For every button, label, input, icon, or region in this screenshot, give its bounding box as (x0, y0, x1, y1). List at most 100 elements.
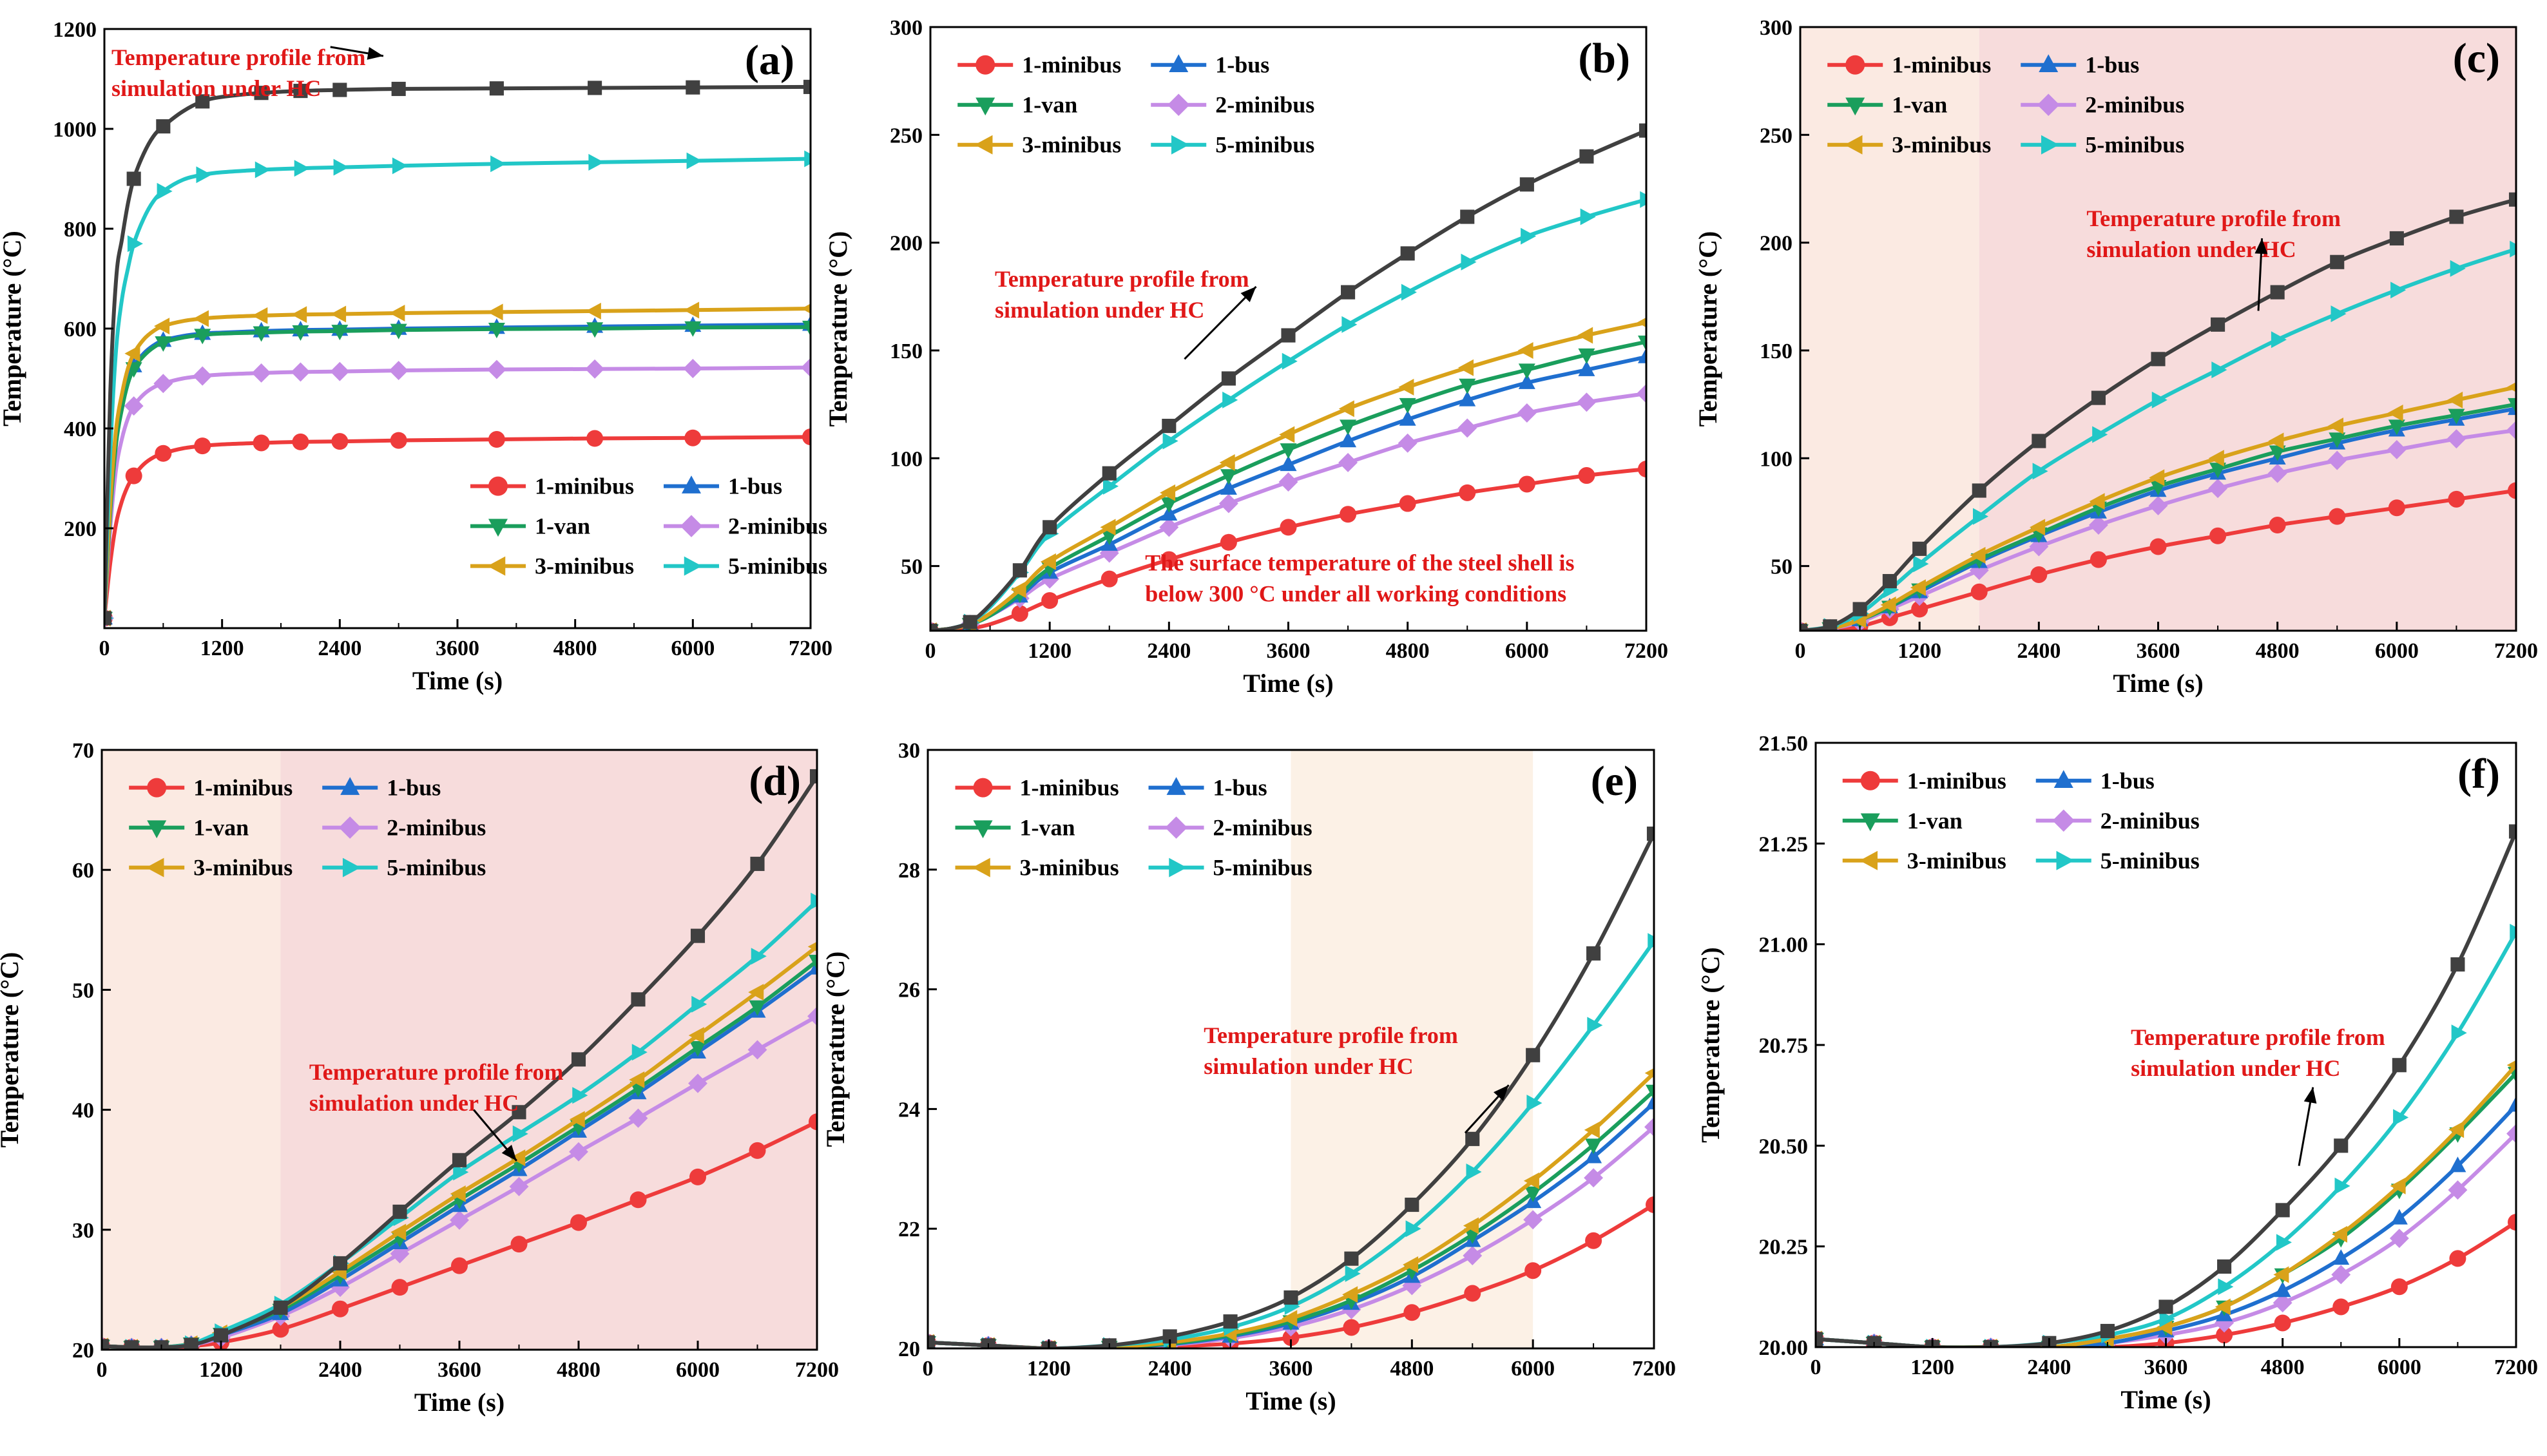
y-tick-label: 20.25 (1759, 1236, 1809, 1260)
legend-label: 1-minibus (1020, 775, 1119, 801)
data-point (1282, 1310, 1298, 1327)
data-point (1524, 1262, 1542, 1279)
annotation: Temperature profile from simulation under… (995, 266, 1257, 360)
data-point (331, 433, 349, 450)
data-point (1580, 208, 1596, 225)
data-point (1041, 592, 1059, 609)
x-axis-title: Time (s) (1245, 1386, 1336, 1415)
y-tick-label: 21.25 (1759, 832, 1809, 856)
data-point (809, 959, 817, 975)
data-point (510, 1149, 526, 1167)
panel-label: (f) (2457, 751, 2500, 798)
legend: 1-minibus 1-bus 1-van 2-minibus 3-minibus 5-m… (957, 52, 1314, 158)
data-point (1221, 371, 1236, 386)
data-point (2331, 305, 2347, 323)
legend-item: 5-minibus (2035, 848, 2200, 874)
data-point (1220, 469, 1237, 485)
panel-label: (e) (1591, 758, 1638, 805)
data-point (2387, 405, 2403, 422)
y-axis-title: Temperature (°C) (1696, 947, 1725, 1143)
legend-marker (1171, 135, 1189, 155)
data-point (2149, 538, 2167, 555)
data-point (2100, 1323, 2115, 1339)
y-tick-label: 250 (890, 124, 923, 148)
legend-label: 1-bus (728, 474, 782, 499)
data-point (803, 79, 811, 94)
data-point (2329, 508, 2346, 525)
y-tick-label: 50 (901, 555, 923, 579)
legend-label: 2-minibus (2085, 92, 2184, 118)
data-point (1646, 827, 1654, 841)
chart-panel-2: 0 1200 2400 3600 4800 6000 7200 50 100 150 200 250 3… (823, 16, 1668, 698)
data-point (2209, 527, 2227, 544)
y-axis-title: Temperature (°C) (821, 952, 850, 1147)
data-point (2388, 419, 2405, 436)
x-axis-title: Time (s) (414, 1388, 505, 1417)
data-point (2151, 391, 2167, 408)
legend-marker (973, 820, 993, 839)
data-point (1043, 520, 1057, 535)
data-point (2390, 282, 2407, 299)
data-point (1010, 581, 1026, 599)
data-point (1644, 1117, 1654, 1137)
legend-item: 1-minibus (1827, 52, 1991, 78)
data-point (747, 1040, 767, 1060)
data-point (1283, 1290, 1298, 1305)
data-point (1518, 363, 1535, 379)
legend-label: 5-minibus (387, 855, 486, 881)
legend-marker (2037, 93, 2060, 116)
data-point (453, 1164, 469, 1181)
data-point (804, 150, 811, 168)
legend: 1-minibus 1-bus 1-van 2-minibus 3-minibus 5-m… (1842, 768, 2200, 874)
data-point (1459, 390, 1476, 407)
legend-label: 1-bus (1215, 52, 1269, 78)
data-point (1519, 177, 1534, 192)
data-point (1403, 1304, 1421, 1321)
data-point (2092, 426, 2108, 443)
data-point (1279, 426, 1295, 443)
data-point (390, 1244, 410, 1263)
data-point (2449, 1250, 2466, 1267)
x-axis-title: Time (s) (2120, 1385, 2211, 1414)
data-point (390, 323, 407, 340)
data-point (1910, 579, 1926, 597)
data-point (293, 84, 308, 99)
data-point (1343, 1319, 1360, 1336)
chart-panel-6: 0 1200 2400 3600 4800 6000 7200 20.00 20.25 20.50… (1696, 732, 2538, 1414)
data-point (2450, 260, 2466, 277)
series-line-3-minibus (928, 1071, 1654, 1348)
data-point (512, 1125, 528, 1142)
data-point (1579, 149, 1594, 164)
data-point (1577, 392, 1597, 412)
data-point (1913, 555, 1929, 573)
y-axis-title: Temperature (°C) (0, 231, 26, 426)
data-point (2211, 361, 2227, 379)
legend-item: 1-bus (322, 775, 441, 801)
data-point (1040, 553, 1056, 570)
data-point (1524, 1186, 1542, 1202)
data-point (802, 428, 811, 446)
data-point (571, 1052, 586, 1067)
chart-panel-3: 0 1200 2400 3600 4800 6000 7200 50 100 150 200 250 3… (1693, 16, 2538, 698)
data-point (2269, 445, 2286, 461)
data-point (588, 81, 602, 95)
legend-marker (147, 778, 167, 798)
data-point (1218, 493, 1238, 513)
x-tick-label: 1200 (1898, 639, 1941, 663)
legend-marker (976, 97, 995, 116)
data-point (570, 1214, 587, 1231)
legend-label: 1-van (193, 815, 249, 841)
legend-label: 2-minibus (1213, 815, 1312, 841)
data-point (291, 362, 311, 382)
data-point (569, 1111, 585, 1128)
y-tick-label: 300 (1760, 16, 1793, 40)
legend-marker (147, 820, 167, 839)
annotation-text: simulation under HC (111, 75, 321, 101)
data-point (1523, 1172, 1539, 1189)
data-point (1398, 433, 1418, 453)
legend-marker (2056, 850, 2075, 870)
legend-label: 3-minibus (193, 855, 293, 881)
legend-label: 2-minibus (2100, 808, 2200, 834)
series-line-1-minibus (1800, 488, 2516, 631)
data-point (2271, 331, 2287, 349)
